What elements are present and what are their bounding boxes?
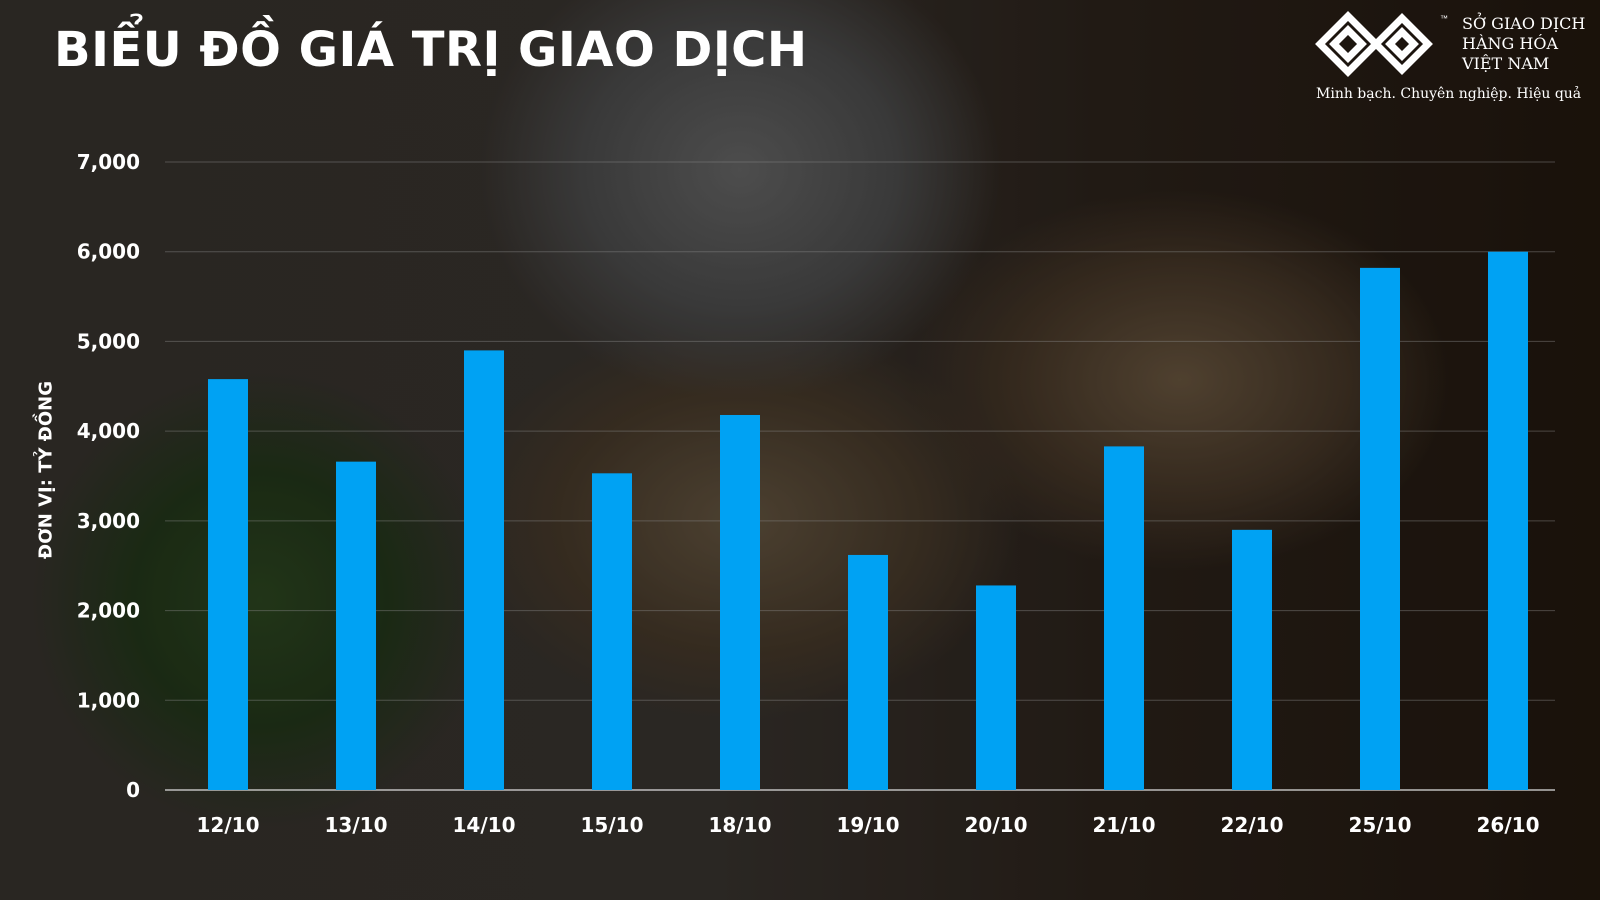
trademark-mark: ™ xyxy=(1440,14,1448,23)
x-tick-label: 22/10 xyxy=(1221,813,1284,837)
hnx-logo-icon xyxy=(1315,11,1433,77)
bar xyxy=(1104,446,1144,790)
bar xyxy=(592,473,632,790)
y-tick-label: 3,000 xyxy=(77,509,140,533)
y-tick-label: 7,000 xyxy=(77,150,140,174)
slogan: Minh bạch. Chuyên nghiệp. Hiệu quả xyxy=(1316,86,1582,102)
bar xyxy=(208,379,248,790)
bar xyxy=(1232,529,1272,790)
x-tick-label: 26/10 xyxy=(1477,813,1540,837)
page-title: BIỂU ĐỒ GIÁ TRỊ GIAO DỊCH xyxy=(54,22,808,78)
x-tick-label: 25/10 xyxy=(1349,813,1412,837)
y-tick-label: 1,000 xyxy=(77,688,140,712)
bar xyxy=(848,554,888,790)
x-tick-label: 15/10 xyxy=(581,813,644,837)
bar xyxy=(336,461,376,790)
x-tick-label: 13/10 xyxy=(325,813,388,837)
org-line-1: SỞ GIAO DỊCH xyxy=(1462,14,1586,33)
y-tick-label: 2,000 xyxy=(77,599,140,623)
x-tick-label: 12/10 xyxy=(197,813,260,837)
bar xyxy=(1360,267,1400,790)
x-tick-label: 21/10 xyxy=(1093,813,1156,837)
bar xyxy=(1488,251,1528,790)
x-tick-label: 18/10 xyxy=(709,813,772,837)
x-tick-label: 19/10 xyxy=(837,813,900,837)
y-tick-label: 0 xyxy=(126,778,140,802)
x-tick-label: 20/10 xyxy=(965,813,1028,837)
x-tick-label: 14/10 xyxy=(453,813,516,837)
bar xyxy=(464,350,504,790)
org-line-2: HÀNG HÓA xyxy=(1462,34,1558,53)
y-tick-label: 4,000 xyxy=(77,419,140,443)
y-tick-label: 5,000 xyxy=(77,329,140,353)
y-tick-label: 6,000 xyxy=(77,240,140,264)
org-line-3: VIỆT NAM xyxy=(1462,54,1550,73)
organization-name: SỞ GIAO DỊCH HÀNG HÓA VIỆT NAM xyxy=(1462,14,1585,74)
bar xyxy=(720,414,760,790)
bar xyxy=(976,585,1016,790)
